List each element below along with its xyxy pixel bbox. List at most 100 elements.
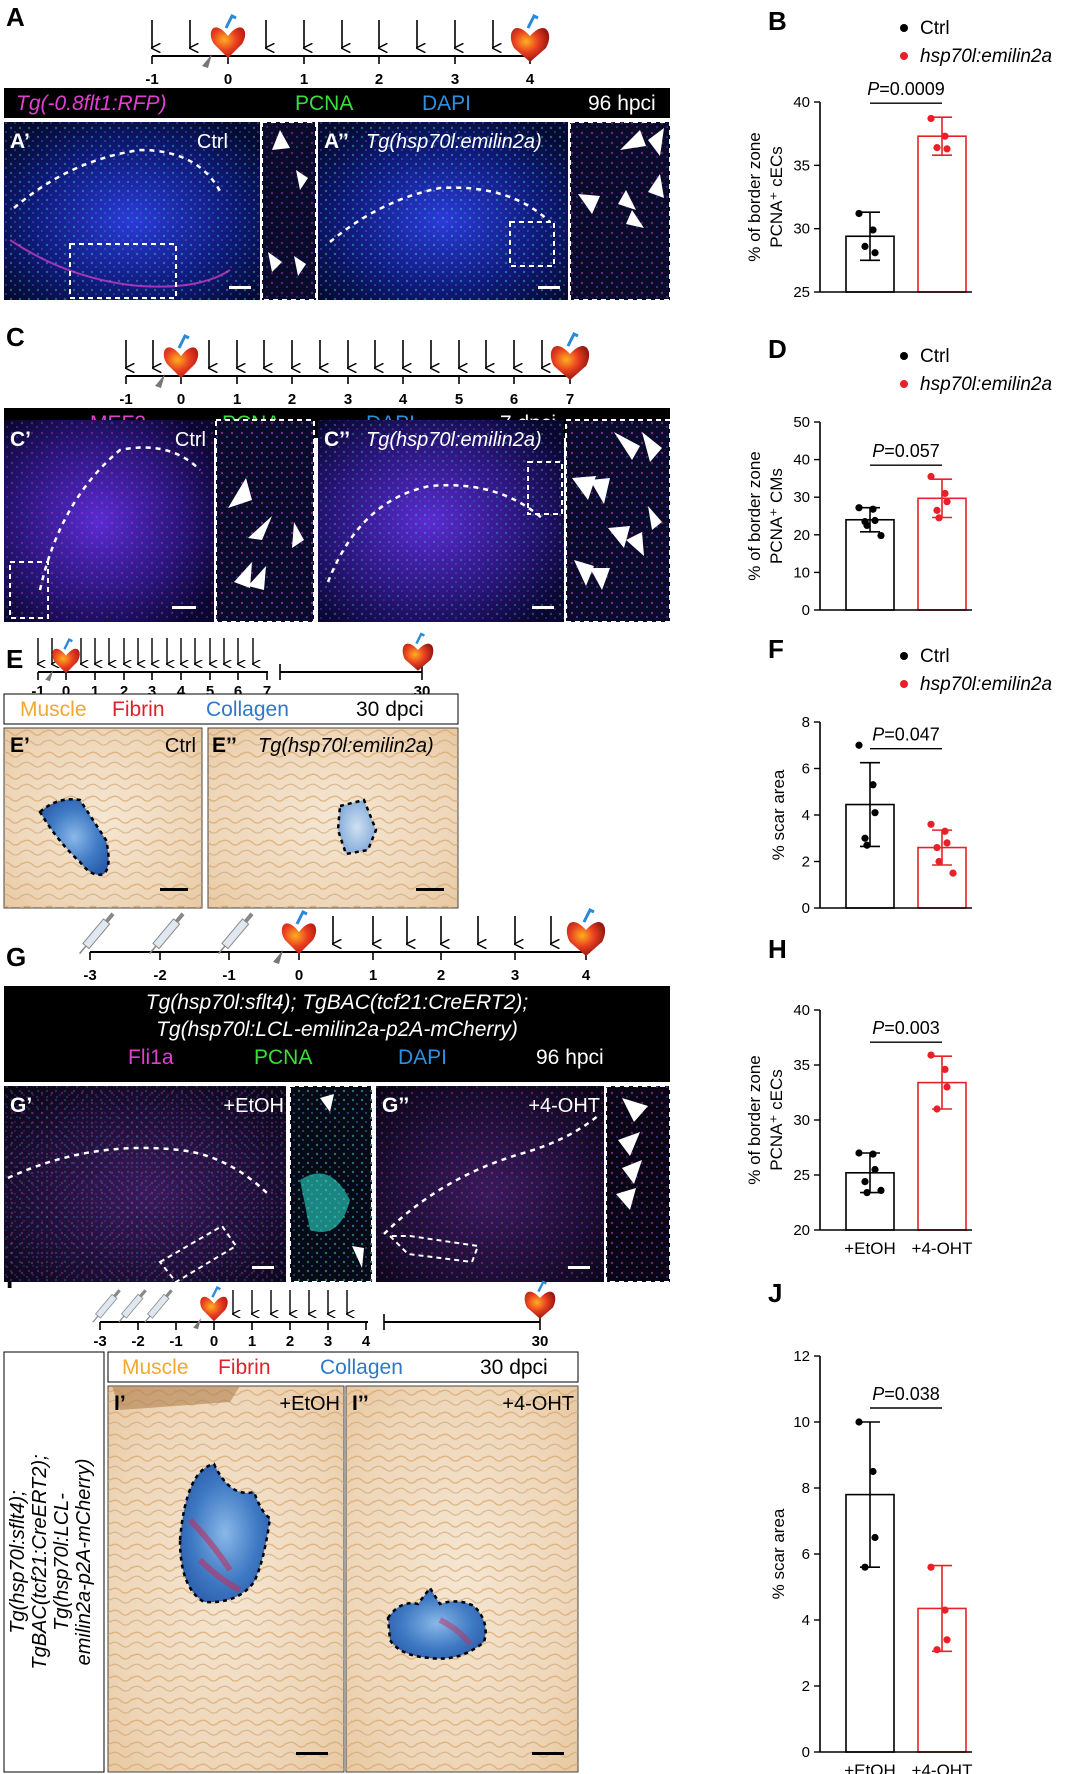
genotype-line-1: Tg(hsp70l:sflt4); TgBAC(tcf21:CreERT2);	[146, 991, 529, 1014]
histology-i2	[345, 1385, 579, 1773]
chart-b: B Ctrl hsp70l:emilin2a 25 30 35 40 % of border …	[745, 6, 1052, 301]
data-point	[855, 504, 863, 512]
y-tick-label: 10	[793, 1414, 810, 1431]
timeline-i-tick: 3	[324, 1333, 332, 1350]
histology-e2	[207, 727, 459, 909]
data-point	[933, 144, 941, 152]
y-tick-label: 2	[802, 1678, 810, 1695]
timeline-i-tick: -1	[169, 1333, 182, 1350]
stain-label-a-3: DAPI	[422, 92, 471, 115]
timeline-i-tick: 4	[362, 1333, 371, 1350]
y-tick-label: 10	[793, 564, 810, 581]
timeline-e-tick: 4	[177, 683, 186, 700]
y-tick-label: 40	[793, 452, 810, 469]
legend-label: Ctrl	[920, 346, 950, 367]
sub-letter-a1: A’	[10, 130, 30, 153]
p-value: P=0.057	[872, 441, 940, 461]
panel-letter-j: J	[768, 1278, 782, 1308]
heart-icon	[273, 909, 317, 964]
stain-label-i-1: Muscle	[122, 1356, 189, 1379]
data-point	[941, 1065, 949, 1073]
stain-label-a-4: 96 hpci	[588, 92, 656, 115]
image-label-e1: Ctrl	[165, 735, 196, 757]
y-axis-label-line: % scar area	[769, 1508, 788, 1599]
heart-icon	[45, 637, 80, 682]
legend-label: Ctrl	[920, 646, 950, 667]
y-axis-label-line: PCNA⁺ CMs	[767, 468, 786, 564]
syringe-icon	[78, 912, 254, 955]
data-point	[855, 741, 863, 749]
timeline-e-tick: 1	[91, 683, 99, 700]
y-tick-label: 6	[802, 761, 810, 778]
y-axis-label-line: PCNA⁺ cECs	[767, 146, 786, 248]
histology-i1	[107, 1385, 345, 1773]
image-label-a2: Tg(hsp70l:emilin2a)	[366, 131, 542, 153]
timeline-c-tick: 4	[399, 391, 408, 408]
timeline-i: -3 -2 -1 0 1 2 3 4 30	[92, 1280, 556, 1350]
timeline-a-tick: 2	[375, 71, 383, 88]
timeline-a-tick: 1	[300, 71, 308, 88]
y-axis-label: % scar area	[769, 769, 788, 860]
y-tick-label: 40	[793, 94, 810, 111]
y-tick-label: 4	[802, 1612, 810, 1629]
data-point	[869, 1467, 877, 1476]
y-tick-label: 25	[793, 284, 810, 301]
data-point	[871, 1533, 879, 1542]
stain-bar-g	[4, 986, 670, 1082]
panel-letter-h: H	[768, 934, 787, 964]
stain-bar-i	[107, 1351, 579, 1383]
y-axis-label: % scar area	[769, 1508, 788, 1599]
y-tick-label: 30	[793, 489, 810, 506]
stain-label-g-4: 96 hpci	[536, 1046, 604, 1069]
panel-letter-g: G	[6, 942, 26, 972]
data-point	[869, 505, 877, 513]
timeline-i-tick: -2	[131, 1333, 144, 1350]
panel-letter-a: A	[6, 2, 25, 32]
data-point	[927, 1051, 935, 1059]
timeline-i-tick: 0	[210, 1333, 218, 1350]
data-point	[943, 839, 951, 847]
data-point	[927, 114, 935, 123]
data-point	[855, 1418, 863, 1426]
timeline-g-tick: -1	[222, 967, 235, 984]
p-value: P=0.003	[872, 1018, 940, 1038]
data-point	[933, 1105, 941, 1113]
timeline-i-tick: 2	[286, 1333, 294, 1350]
data-point	[935, 857, 943, 866]
y-tick-label: 30	[793, 1112, 810, 1129]
genotype-line-2: Tg(hsp70l:LCL-emilin2a-p2A-mCherry)	[156, 1018, 518, 1041]
heart-icon	[193, 1285, 228, 1330]
data-point	[933, 843, 941, 852]
micrograph-a2	[318, 122, 568, 300]
data-point	[871, 809, 879, 817]
y-axis-label-line: % of border zone	[745, 1055, 764, 1184]
micrograph-a2-zoom	[569, 121, 671, 301]
y-tick-label: 6	[802, 1546, 810, 1563]
sub-letter-g1: G’	[10, 1094, 32, 1117]
y-tick-label: 8	[802, 1480, 810, 1497]
stain-label-e-1: Muscle	[20, 698, 87, 721]
legend-label: hsp70l:emilin2a	[920, 46, 1052, 67]
timeline-e-tick: 6	[234, 683, 242, 700]
y-tick-label: 20	[793, 1222, 810, 1239]
stain-label-g-3: DAPI	[398, 1046, 447, 1069]
timeline-a-tick: -1	[145, 71, 158, 88]
timeline-c-tick: 3	[344, 391, 352, 408]
x-tick-label: +EtOH	[844, 1761, 896, 1774]
sub-letter-c1: C’	[10, 428, 31, 451]
panel-letter-d: D	[768, 334, 787, 364]
timeline-i-tick: 30	[532, 1333, 549, 1350]
data-point	[927, 472, 935, 481]
x-tick-label: +4-OHT	[912, 1239, 973, 1258]
timeline-e: -1 0 1 2 3 4 5 6 7 30	[31, 632, 434, 700]
data-point	[941, 1606, 949, 1614]
y-axis-label: % of border zone PCNA⁺ cECs	[745, 1055, 786, 1184]
y-axis-label: % of border zone PCNA⁺ cECs	[745, 132, 786, 261]
heart-icon	[202, 13, 246, 68]
timeline-i-tick: -3	[93, 1333, 106, 1350]
micrograph-a1-zoom	[261, 121, 317, 301]
data-point	[943, 498, 951, 506]
p-value: P=0.038	[872, 1384, 940, 1404]
data-point	[861, 242, 869, 250]
